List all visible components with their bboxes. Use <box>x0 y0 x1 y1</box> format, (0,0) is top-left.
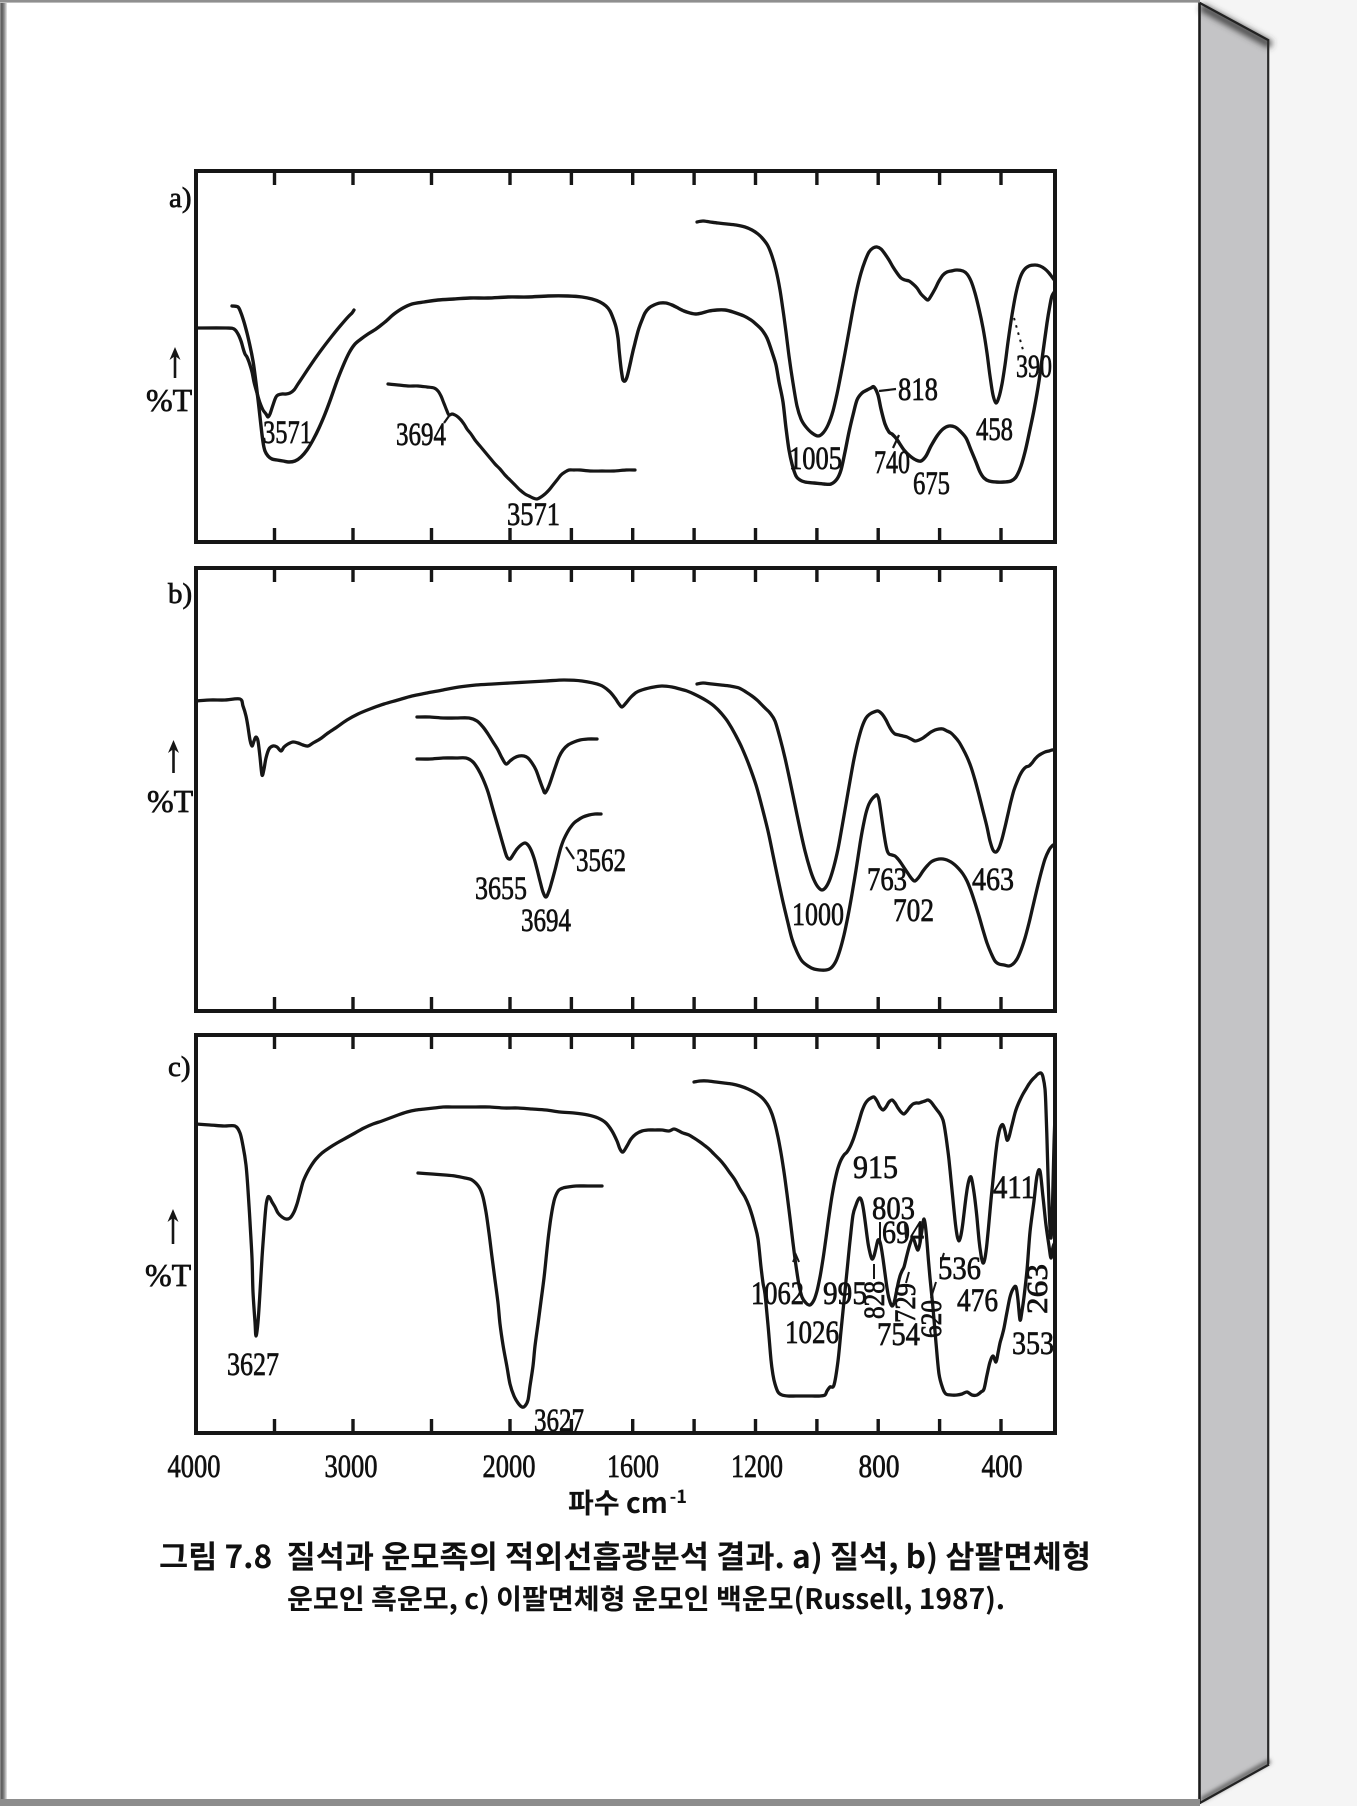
svg-text:4000: 4000 <box>168 1449 221 1485</box>
svg-text:1200: 1200 <box>731 1449 783 1485</box>
svg-text:b): b) <box>168 578 192 610</box>
svg-text:675: 675 <box>913 466 950 502</box>
svg-text:818: 818 <box>898 372 938 408</box>
svg-text:476: 476 <box>957 1283 998 1319</box>
svg-text:3694: 3694 <box>521 903 571 939</box>
svg-text:c): c) <box>168 1051 191 1083</box>
svg-text:1600: 1600 <box>607 1449 659 1485</box>
svg-text:3000: 3000 <box>325 1449 378 1485</box>
svg-text:3627: 3627 <box>227 1347 279 1383</box>
svg-text:995: 995 <box>823 1276 867 1312</box>
svg-text:1005: 1005 <box>789 441 842 477</box>
svg-text:%T: %T <box>145 1257 192 1293</box>
svg-text:800: 800 <box>859 1449 900 1485</box>
svg-text:%T: %T <box>147 783 194 819</box>
svg-text:702: 702 <box>893 893 934 929</box>
svg-text:263: 263 <box>1021 1264 1054 1314</box>
svg-text:536: 536 <box>938 1251 981 1287</box>
svg-text:694: 694 <box>882 1215 924 1251</box>
svg-text:763: 763 <box>867 862 907 898</box>
svg-text:3655: 3655 <box>475 871 527 907</box>
svg-text:740: 740 <box>874 445 910 481</box>
svg-text:463: 463 <box>972 862 1014 898</box>
svg-text:729: 729 <box>889 1283 922 1323</box>
svg-text:2000: 2000 <box>483 1449 536 1485</box>
svg-text:411: 411 <box>993 1170 1035 1206</box>
svg-text:458: 458 <box>976 412 1013 448</box>
svg-text:915: 915 <box>853 1150 898 1186</box>
svg-text:3562: 3562 <box>576 843 626 879</box>
svg-text:1000: 1000 <box>792 897 844 933</box>
svg-text:1026: 1026 <box>785 1315 839 1351</box>
svg-text:1062: 1062 <box>751 1276 804 1312</box>
svg-text:353: 353 <box>1012 1326 1054 1362</box>
svg-text:828: 828 <box>858 1281 891 1319</box>
svg-text:400: 400 <box>982 1449 1023 1485</box>
svg-text:754: 754 <box>877 1317 920 1353</box>
svg-text:%T: %T <box>146 382 193 418</box>
svg-text:a): a) <box>169 182 192 214</box>
svg-text:3571: 3571 <box>263 415 312 451</box>
svg-text:3571: 3571 <box>507 497 560 533</box>
svg-text:3627: 3627 <box>534 1403 584 1439</box>
svg-text:3694: 3694 <box>396 417 446 453</box>
svg-text:803: 803 <box>872 1191 915 1227</box>
svg-text:390: 390 <box>1016 349 1052 385</box>
svg-text:620: 620 <box>915 1300 948 1338</box>
